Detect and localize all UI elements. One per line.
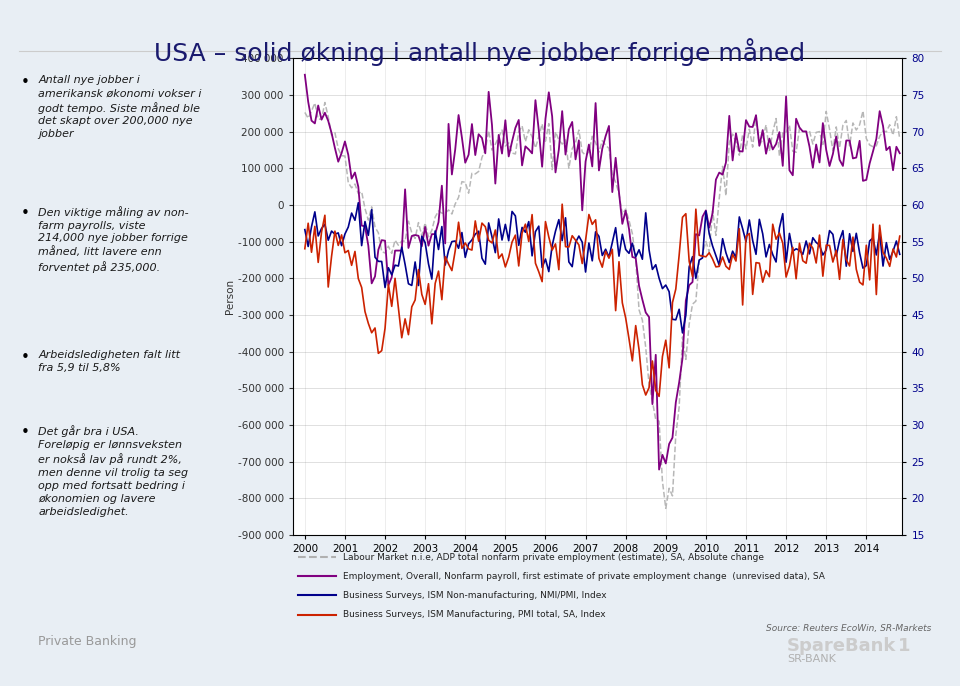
Text: Employment, Overall, Nonfarm payroll, first estimate of private employment chang: Employment, Overall, Nonfarm payroll, fi… [343, 571, 825, 581]
Text: USA – solid økning i antall nye jobber forrige måned: USA – solid økning i antall nye jobber f… [155, 38, 805, 66]
Text: Den viktige måling av non-
farm payrolls, viste
214,000 nye jobber forrige
måned: Den viktige måling av non- farm payrolls… [38, 206, 189, 273]
Text: Labour Market n.i.e, ADP total nonfarm private employment (estimate), SA, Absolu: Labour Market n.i.e, ADP total nonfarm p… [343, 552, 764, 562]
Text: Private Banking: Private Banking [38, 635, 137, 648]
Y-axis label: Person: Person [225, 279, 235, 314]
Text: •: • [21, 425, 30, 440]
Text: 1: 1 [898, 637, 910, 655]
Text: SpareBank: SpareBank [787, 637, 897, 655]
Text: •: • [21, 350, 30, 365]
Text: •: • [21, 75, 30, 91]
Text: Arbeidsledigheten falt litt
fra 5,9 til 5,8%: Arbeidsledigheten falt litt fra 5,9 til … [38, 350, 180, 372]
Text: SR-BANK: SR-BANK [787, 654, 836, 664]
Text: •: • [21, 206, 30, 221]
Text: Antall nye jobber i
amerikansk økonomi vokser i
godt tempo. Siste måned ble
det : Antall nye jobber i amerikansk økonomi v… [38, 75, 202, 139]
Text: Source: Reuters EcoWin, SR-Markets: Source: Reuters EcoWin, SR-Markets [766, 624, 931, 632]
Text: Business Surveys, ISM Manufacturing, PMI total, SA, Index: Business Surveys, ISM Manufacturing, PMI… [343, 610, 606, 619]
Text: Det går bra i USA.
Foreløpig er lønnsveksten
er nokså lav på rundt 2%,
men denne: Det går bra i USA. Foreløpig er lønnsvek… [38, 425, 188, 517]
Text: Business Surveys, ISM Non-manufacturing, NMI/PMI, Index: Business Surveys, ISM Non-manufacturing,… [343, 591, 607, 600]
